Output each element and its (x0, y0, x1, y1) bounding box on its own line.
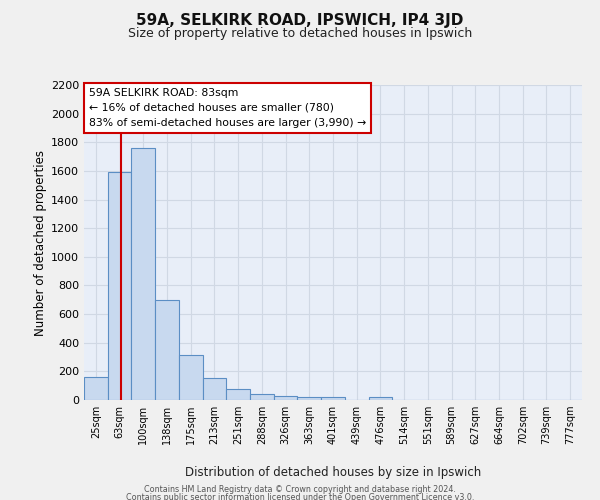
Bar (179, 355, 203, 400)
Y-axis label: Number of detached properties: Number of detached properties (34, 150, 47, 336)
Bar (108, 172, 131, 400)
Bar (203, 378, 226, 400)
Bar (226, 388, 250, 400)
Bar (274, 396, 298, 400)
Text: 59A, SELKIRK ROAD, IPSWICH, IP4 3JD: 59A, SELKIRK ROAD, IPSWICH, IP4 3JD (136, 12, 464, 28)
Bar (368, 397, 392, 400)
Bar (298, 397, 321, 400)
Text: Contains HM Land Registry data © Crown copyright and database right 2024.: Contains HM Land Registry data © Crown c… (144, 484, 456, 494)
Text: Contains public sector information licensed under the Open Government Licence v3: Contains public sector information licen… (126, 492, 474, 500)
Bar (155, 300, 179, 400)
Text: 59A SELKIRK ROAD: 83sqm
← 16% of detached houses are smaller (780)
83% of semi-d: 59A SELKIRK ROAD: 83sqm ← 16% of detache… (89, 88, 366, 128)
Bar (131, 148, 155, 400)
Bar (250, 394, 274, 400)
Text: Distribution of detached houses by size in Ipswich: Distribution of detached houses by size … (185, 466, 481, 479)
Bar (84, 377, 108, 400)
Text: Size of property relative to detached houses in Ipswich: Size of property relative to detached ho… (128, 28, 472, 40)
Bar (321, 397, 345, 400)
